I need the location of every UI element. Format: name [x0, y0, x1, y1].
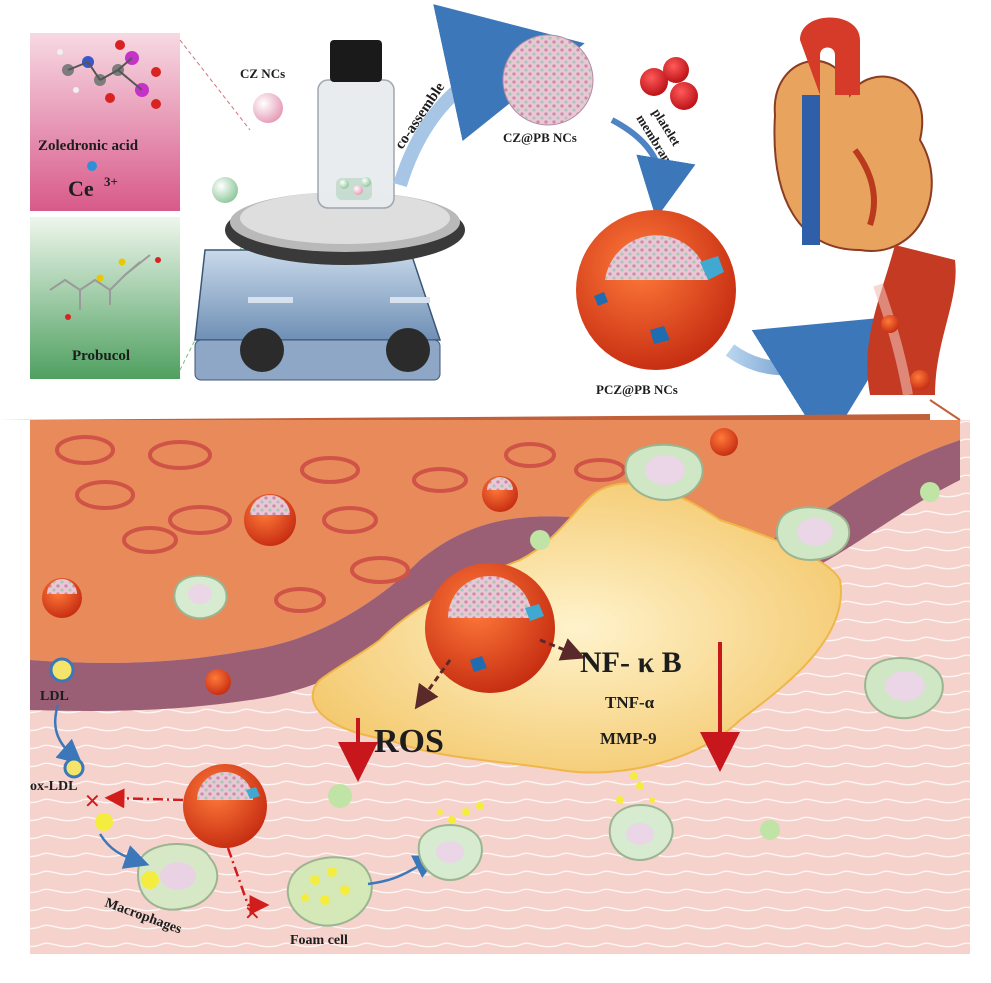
connector-line	[179, 39, 251, 131]
ce-ion-charge: 3+	[104, 174, 118, 189]
ldl-to-oxldl-arrow	[53, 704, 83, 765]
zoledronic-acid-molecule-icon	[57, 40, 161, 109]
np-to-ros-arrow	[414, 659, 452, 710]
foam-cell-label: Foam cell	[290, 933, 348, 948]
pcz-pb-nanoparticle-main-icon	[425, 563, 555, 693]
ros-label: ROS	[374, 723, 444, 760]
heart-icon	[773, 17, 956, 396]
zoom-line	[929, 399, 961, 421]
cz-nc-ball-icon	[253, 93, 283, 123]
lipid-droplet-icon	[95, 813, 113, 831]
probucol-label: Probucol	[72, 348, 130, 364]
lipid-droplets	[437, 772, 655, 824]
inhibit-cross-icon: ✕	[244, 903, 261, 925]
oxldl-label: ox-LDL	[30, 779, 77, 794]
red-blood-cells	[55, 435, 626, 613]
tnf-alpha-label: TNF-α	[605, 693, 655, 712]
np-to-foam-inhibit	[226, 847, 270, 915]
bottom-panel: NF- κ B TNF-α MMP-9 ROS LDL ox-LDL ✕ ✕ M…	[30, 420, 970, 954]
oxldl-particle-icon	[63, 757, 85, 779]
vessel-lumen	[30, 420, 960, 663]
magnetic-stirrer-icon	[194, 192, 465, 381]
cz-ncs-label: CZ NCs	[240, 66, 285, 81]
pcz-pb-inhibitor-icon	[183, 764, 267, 848]
probucol-panel	[30, 217, 180, 379]
inhibit-cross-icon: ✕	[84, 791, 101, 813]
ldl-label: LDL	[40, 689, 69, 704]
pcz-pb-ncs-label: PCZ@PB NCs	[596, 382, 678, 397]
macrophage-icon	[137, 843, 219, 911]
pcz-pb-nanoparticle-icon	[576, 210, 736, 370]
probucol-molecule-icon	[49, 254, 161, 320]
cz-pb-ncs-label: CZ@PB NCs	[503, 130, 577, 145]
mmp9-label: MMP-9	[600, 729, 657, 748]
ldl-particle-icon	[49, 657, 75, 683]
vial-icon	[317, 40, 395, 209]
membrane-coating-arrow	[610, 117, 696, 219]
targeting-arrow	[725, 315, 908, 449]
np-to-oxldl-inhibit	[104, 788, 184, 809]
nfkb-label: NF- κ B	[580, 646, 682, 679]
zoom-wedge	[0, 414, 930, 420]
ce-ion-label: Ce	[68, 176, 94, 201]
co-assemble-arrow	[393, 4, 585, 188]
ce-ion-icon	[87, 161, 97, 171]
np-to-nfkb-arrow	[539, 638, 586, 661]
zoledronic-acid-label: Zoledronic acid	[38, 138, 139, 154]
immune-cells	[173, 443, 944, 882]
top-panel: Zoledronic acid Ce 3+ Probucol CZ NCs	[30, 4, 956, 449]
cz-nc-ball-green-icon	[212, 177, 238, 203]
oxldl-to-macrophage-arrow	[98, 833, 150, 869]
cz-pb-nanocrystal-icon	[502, 34, 594, 126]
zoledronic-acid-panel	[30, 33, 180, 211]
platelet-cluster-icon	[640, 57, 698, 110]
foam-cell-icon	[286, 856, 373, 927]
